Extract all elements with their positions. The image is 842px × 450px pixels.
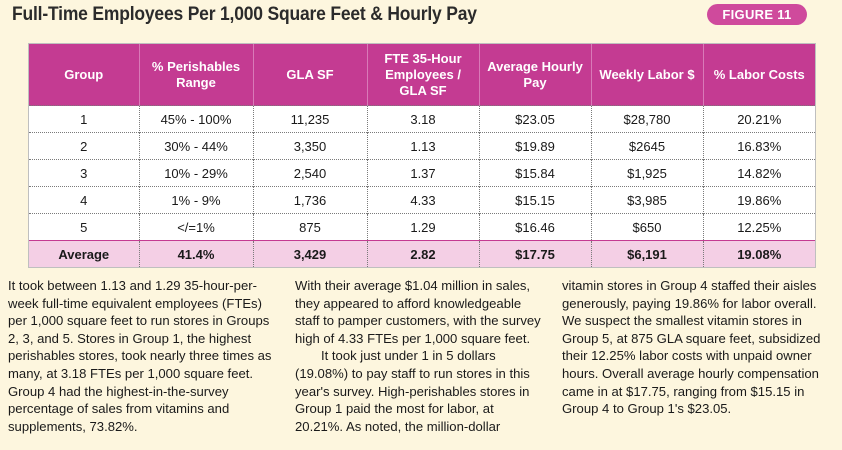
- table-cell: 1.37: [366, 159, 479, 187]
- table-cell: 16.83%: [702, 132, 815, 160]
- header-group: Group: [29, 44, 139, 106]
- table-cell: </=1%: [138, 213, 253, 241]
- table-cell: 30% - 44%: [138, 132, 253, 160]
- table-row: 1 45% - 100% 11,235 3.18 $23.05 $28,780 …: [29, 105, 815, 133]
- table-cell: $28,780: [590, 105, 703, 133]
- article-column-2: With their average $1.04 million in sale…: [295, 277, 545, 435]
- table-cell: $16.46: [478, 213, 591, 241]
- table-cell: $19.89: [478, 132, 591, 160]
- table-cell: 1: [29, 105, 139, 133]
- header-fte-gla: FTE 35-Hour Employees / GLA SF: [366, 44, 479, 106]
- table-header-row: Group % Perishables Range GLA SF FTE 35-…: [29, 44, 815, 106]
- table-cell: $1,925: [590, 159, 703, 187]
- table-cell: 5: [29, 213, 139, 241]
- table-cell: 875: [252, 213, 367, 241]
- table-cell: 11,235: [252, 105, 367, 133]
- table-cell: 3: [29, 159, 139, 187]
- table-cell: 45% - 100%: [138, 105, 253, 133]
- article-paragraph: It took between 1.13 and 1.29 35-hour-pe…: [8, 278, 272, 434]
- article-paragraph: It took just under 1 in 5 dollars (19.08…: [295, 348, 530, 434]
- header-labor-costs: % Labor Costs: [702, 44, 815, 106]
- figure-badge: FIGURE 11: [707, 4, 807, 25]
- table-row: 3 10% - 29% 2,540 1.37 $15.84 $1,925 14.…: [29, 159, 815, 187]
- page-title: Full-Time Employees Per 1,000 Square Fee…: [12, 4, 477, 25]
- table-cell: 20.21%: [702, 105, 815, 133]
- table-row: 5 </=1% 875 1.29 $16.46 $650 12.25%: [29, 213, 815, 241]
- table-cell: 41.4%: [138, 240, 253, 267]
- table-cell: 4: [29, 186, 139, 214]
- table-cell: 2.82: [366, 240, 479, 267]
- table-cell: 3,350: [252, 132, 367, 160]
- article-column-3: vitamin stores in Group 4 staffed their …: [562, 277, 837, 418]
- table-cell: $15.15: [478, 186, 591, 214]
- header-gla-sf: GLA SF: [252, 44, 367, 106]
- article-column-1: It took between 1.13 and 1.29 35-hour-pe…: [8, 277, 283, 435]
- header-perishables-range: % Perishables Range: [138, 44, 253, 106]
- header-average-hourly-pay: Average Hourly Pay: [478, 44, 591, 106]
- table-cell: 4.33: [366, 186, 479, 214]
- table-cell: $3,985: [590, 186, 703, 214]
- average-row: Average 41.4% 3,429 2.82 $17.75 $6,191 1…: [29, 240, 815, 267]
- table-cell: 19.86%: [702, 186, 815, 214]
- header-weekly-labor: Weekly Labor $: [590, 44, 703, 106]
- table-cell: 12.25%: [702, 213, 815, 241]
- article-paragraph: vitamin stores in Group 4 staffed their …: [562, 278, 821, 417]
- table-cell: 1,736: [252, 186, 367, 214]
- table-cell: 1.13: [366, 132, 479, 160]
- table-cell: $6,191: [590, 240, 703, 267]
- table-cell: $23.05: [478, 105, 591, 133]
- table-cell: 10% - 29%: [138, 159, 253, 187]
- table-cell: $2645: [590, 132, 703, 160]
- table-cell: 2: [29, 132, 139, 160]
- table-cell: $17.75: [478, 240, 591, 267]
- table-cell: 14.82%: [702, 159, 815, 187]
- table-cell: 3.18: [366, 105, 479, 133]
- table-cell: 19.08%: [702, 240, 815, 267]
- table-cell: 3,429: [252, 240, 367, 267]
- table-cell: Average: [29, 240, 139, 267]
- table-cell: 1% - 9%: [138, 186, 253, 214]
- article-paragraph: With their average $1.04 million in sale…: [295, 278, 541, 346]
- table-cell: $650: [590, 213, 703, 241]
- table-row: 4 1% - 9% 1,736 4.33 $15.15 $3,985 19.86…: [29, 186, 815, 214]
- table-cell: 2,540: [252, 159, 367, 187]
- data-table: Group % Perishables Range GLA SF FTE 35-…: [28, 43, 816, 268]
- table-cell: 1.29: [366, 213, 479, 241]
- table-cell: $15.84: [478, 159, 591, 187]
- table-row: 2 30% - 44% 3,350 1.13 $19.89 $2645 16.8…: [29, 132, 815, 160]
